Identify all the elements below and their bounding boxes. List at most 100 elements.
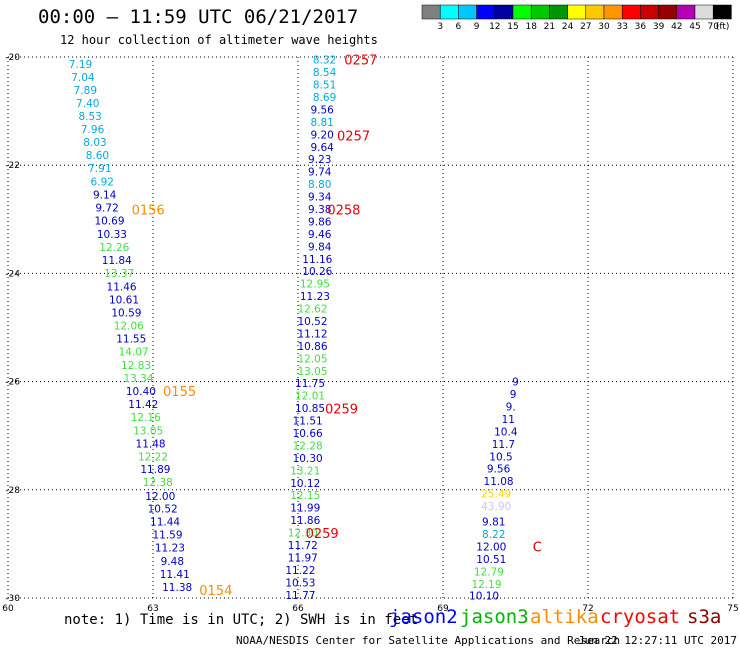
wave-height-label: 7.04 [71,72,95,84]
wave-height-label: 9 [512,377,519,389]
wave-height-label: 11.97 [288,552,318,564]
colorbar-swatch [694,4,714,20]
colorbar-swatch [530,4,550,20]
wave-height-label: 11.55 [116,333,146,345]
colorbar-swatch [476,4,496,20]
pass-time-label: 0259 [306,527,339,542]
wave-height-label: 25.49 [481,489,511,501]
chart-data-labels: 7.197.047.897.408.537.968.038.607.916.92… [69,55,519,603]
wave-height-label: 10.10 [469,590,499,602]
wave-height-label: 12.22 [138,451,168,463]
x-tick-label: 72 [582,604,593,614]
wave-height-label: 7.96 [81,124,105,136]
wave-height-label: 11.08 [484,476,514,488]
colorbar-swatch [585,4,605,20]
wave-height-label: 11.77 [285,590,315,602]
colorbar-label: 39 [653,22,665,32]
legend-item-jason2: jason2 [389,606,458,628]
wave-height-label: 8.51 [313,80,336,92]
wave-height-label: 11.89 [140,464,170,476]
wave-height-label: 7.19 [69,59,92,71]
wave-height-label: 9. [506,401,516,413]
colorbar-label: 33 [616,22,627,32]
wave-height-label: 10.86 [297,341,327,353]
wave-height-label: 11.48 [136,438,166,450]
wave-height-label: 11.16 [302,254,332,266]
x-tick-label: 66 [292,604,304,614]
wave-height-label: 9.74 [308,167,332,179]
wave-height-label: 10.61 [109,294,139,306]
wave-height-label: 10.66 [293,428,323,440]
wave-height-label: 8.22 [482,529,505,541]
y-tick-label: -24 [5,269,20,279]
wave-height-label: 12.06 [114,320,144,332]
pass-time-label: 0154 [199,584,232,599]
color-scale-bar: 3 6 9 12 15 18 21 24 27 30 33 36 39 42 45 70(ft) [421,4,732,32]
wave-height-label: 7.40 [76,98,99,110]
colorbar-swatch [712,4,732,20]
wave-height-label: 12.83 [121,360,151,372]
legend-item-cryosat: cryosat [600,606,681,628]
colorbar-swatch [494,4,514,20]
chart-grid [7,56,734,599]
wave-height-label: 10.52 [297,316,327,328]
wave-height-label: 8.53 [78,111,101,123]
x-tick-label: 63 [147,604,158,614]
wave-height-label: 12.05 [297,353,327,365]
x-tick-label: 69 [437,604,449,614]
wave-height-label: 11.7 [492,439,515,451]
wave-height-label: 14.07 [119,346,149,358]
wave-height-label: 12.95 [300,279,330,291]
colorbar-label: 21 [544,22,555,32]
y-tick-label: -30 [5,594,20,604]
wave-height-label: 7.89 [74,85,97,97]
wave-height-label: 10.4 [494,426,518,438]
wave-height-label: 10.33 [97,229,127,241]
colorbar-label: 42 [671,22,682,32]
wave-height-label: 9.46 [308,229,332,241]
wave-height-label: 11.59 [152,530,182,542]
wave-height-label: 12.26 [99,242,129,254]
y-tick-label: -20 [5,53,20,63]
wave-height-label: 9.23 [308,154,331,166]
wave-height-label: 12.00 [145,491,175,503]
colorbar-label: 9 [474,22,480,32]
colorbar-label: 27 [580,22,591,32]
wave-height-label: 12.38 [143,477,173,489]
wave-height-label: 10.69 [94,215,124,227]
pass-time-label: C [533,541,542,556]
wave-height-label: 10.51 [476,554,506,566]
colorbar-swatch [658,4,678,20]
wave-height-label: 9.86 [308,216,332,228]
wave-height-label: 9.56 [487,464,511,476]
wave-height-label: 13.05 [297,366,327,378]
wave-height-label: 8.60 [86,150,109,162]
colorbar-swatch [421,4,441,20]
wave-height-label: 8.69 [313,92,336,104]
wave-height-label: 8.32 [313,55,336,67]
wave-height-label: 11.99 [290,503,320,515]
wave-height-label: 10.26 [302,266,332,278]
wave-height-label: 10.5 [489,451,512,463]
colorbar-swatch [676,4,696,20]
colorbar-swatch [640,4,659,20]
colorbar-swatch [603,4,623,20]
wave-height-label: 43.90 [481,501,511,513]
wave-height-label: 9.72 [95,202,118,214]
wave-height-label: 12.16 [131,412,161,424]
wave-height-label: 12.28 [293,440,323,452]
wave-height-label: 7.91 [88,163,111,175]
chart-ticks: 60 63 66 69 72 75 -20 -22 -24 -26 -28 -30 [2,53,738,614]
legend-item-s3a: s3a [687,606,722,628]
wave-height-label: 12.30 [288,528,318,540]
wave-height-label: 11.22 [285,565,315,577]
wave-height-label: 13.34 [123,373,153,385]
wave-height-label: 11.12 [297,328,327,340]
wave-height-label: 10.59 [111,307,141,319]
colorbar-label: 3 [437,22,443,32]
wave-height-label: 11.44 [150,517,180,529]
colorbar-swatch [458,4,477,20]
wave-height-label: 12.15 [290,490,320,502]
colorbar-label: 30 [598,22,610,32]
